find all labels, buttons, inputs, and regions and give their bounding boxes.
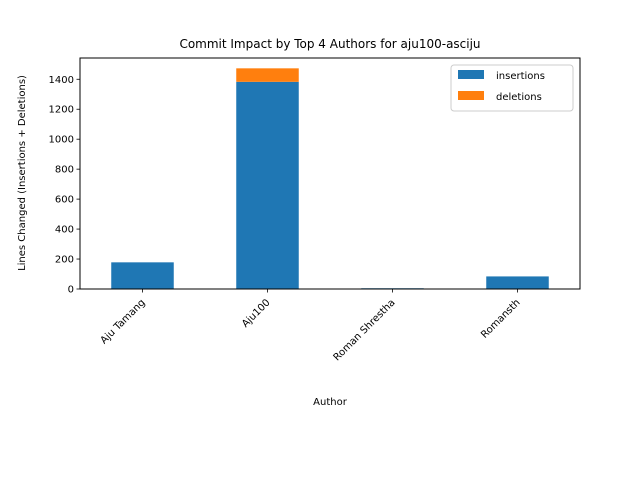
bar-insertions-aju100: [236, 81, 299, 290]
bar-insertions-romansth: [486, 276, 549, 289]
legend-swatch-deletions: [458, 91, 484, 100]
legend-label-insertions: insertions: [496, 71, 545, 82]
y-tick-label: 200: [55, 255, 74, 266]
plot-frame: [79, 57, 581, 290]
y-tick-label: 1200: [49, 105, 74, 116]
y-tick-label: 1400: [49, 75, 74, 86]
legend-label-deletions: deletions: [496, 92, 542, 103]
y-axis-label: Lines Changed (Insertions + Deletions): [17, 75, 28, 271]
bars: [111, 68, 549, 290]
y-tick-label: 400: [55, 225, 74, 236]
legend-swatch-insertions: [458, 70, 484, 79]
y-axis: 0 200 400 600 800 1000 1200 1400: [49, 75, 80, 296]
y-tick-label: 800: [55, 165, 74, 176]
bar-deletions-aju100: [236, 68, 299, 82]
y-tick-label: 0: [68, 285, 74, 296]
y-tick-label: 600: [55, 195, 74, 206]
chart-title: Commit Impact by Top 4 Authors for aju10…: [179, 37, 480, 51]
legend: insertions deletions: [450, 64, 574, 112]
y-tick-label: 1000: [49, 135, 74, 146]
x-axis-label: Author: [313, 397, 348, 408]
bar-insertions-aju-tamang: [111, 262, 174, 289]
